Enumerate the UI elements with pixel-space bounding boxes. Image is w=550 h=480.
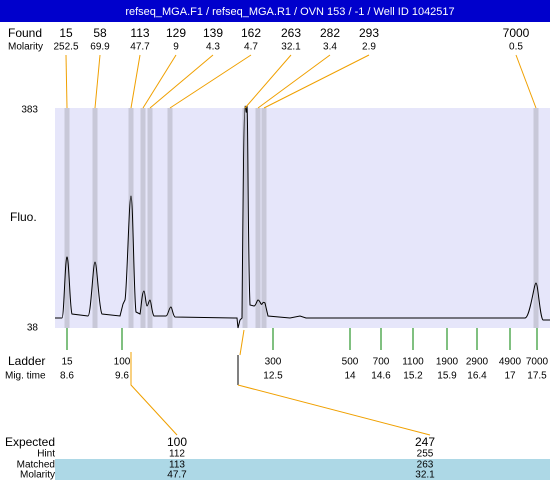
y-axis-label: Fluo. — [10, 210, 37, 224]
y-top-label: 383 — [21, 105, 38, 116]
found-molarity: 4.3 — [206, 42, 220, 53]
peak-band — [242, 108, 248, 328]
found-molarity: 32.1 — [281, 42, 301, 53]
peak-link — [257, 54, 331, 109]
title: refseq_MGA.F1 / refseq_MGA.R1 / OVN 153 … — [125, 6, 454, 18]
found-size: 129 — [166, 26, 186, 40]
peak-band — [92, 108, 98, 328]
found-molarity: 9 — [173, 42, 179, 53]
hint-label: Hint — [37, 449, 55, 460]
mig-time: 12.5 — [263, 371, 283, 382]
y-bottom-label: 38 — [27, 323, 39, 334]
mig-time: 14 — [344, 371, 356, 382]
found-size: 139 — [203, 26, 223, 40]
ladder-size: 100 — [114, 357, 131, 368]
peak-band — [147, 108, 153, 328]
mig-time: 17 — [504, 371, 516, 382]
peak-link — [169, 54, 252, 109]
mig-time: 15.9 — [437, 371, 457, 382]
match-line — [130, 352, 178, 436]
hint: 112 — [169, 449, 185, 460]
found-size: 162 — [241, 26, 261, 40]
mig-time: 16.4 — [467, 371, 487, 382]
ladder-size: 700 — [373, 357, 390, 368]
found-size: 293 — [359, 26, 379, 40]
molarity-label: Molarity — [20, 470, 55, 480]
peak-band — [64, 108, 70, 328]
peak-link — [244, 54, 292, 109]
peak-band — [261, 108, 267, 328]
found-molarity: 252.5 — [53, 42, 78, 53]
ladder-size: 4900 — [499, 357, 522, 368]
expected-label: Expected — [5, 435, 55, 449]
found-molarity: 2.9 — [362, 42, 376, 53]
hint: 255 — [417, 449, 434, 460]
match-line — [239, 329, 245, 356]
expected-molarity: 32.1 — [415, 470, 435, 480]
peak-link — [149, 54, 214, 109]
peak-link — [94, 54, 101, 109]
found-size: 282 — [320, 26, 340, 40]
peak-link — [130, 54, 141, 109]
peak-band — [167, 108, 173, 328]
mig-time: 8.6 — [60, 371, 74, 382]
peak-link — [142, 54, 177, 109]
mig-time: 15.2 — [403, 371, 423, 382]
trace — [55, 105, 550, 329]
found-size: 7000 — [503, 26, 530, 40]
mig-time-label: Mig. time — [5, 371, 46, 382]
found-size: 263 — [281, 26, 301, 40]
expected-molarity: 47.7 — [167, 470, 187, 480]
ladder-size: 1100 — [402, 357, 424, 368]
plot-area — [55, 108, 550, 328]
matched: 113 — [169, 460, 185, 471]
expected-size: 100 — [167, 435, 187, 449]
ladder-size: 300 — [265, 357, 282, 368]
found-molarity: 0.5 — [509, 42, 523, 53]
mig-time: 17.5 — [527, 371, 547, 382]
found-size: 15 — [59, 26, 73, 40]
mig-time: 14.6 — [371, 371, 391, 382]
ladder-size: 2900 — [466, 357, 489, 368]
peak-band — [128, 108, 134, 328]
peak-band — [140, 108, 146, 328]
peak-link — [263, 54, 370, 109]
peak-link — [65, 54, 68, 109]
matched: 263 — [417, 460, 434, 471]
ladder-size: 500 — [342, 357, 359, 368]
matched-row-bg — [55, 459, 550, 480]
match-line — [237, 384, 431, 436]
title-bar — [0, 0, 550, 22]
found-label: Found — [8, 26, 42, 40]
ladder-label: Ladder — [8, 354, 45, 368]
ladder-size: 7000 — [526, 357, 549, 368]
peak-link — [515, 54, 537, 109]
molarity-label: Molarity — [8, 42, 43, 53]
found-molarity: 4.7 — [244, 42, 258, 53]
found-molarity: 3.4 — [323, 42, 337, 53]
found-size: 58 — [93, 26, 107, 40]
ladder-size: 1900 — [436, 357, 459, 368]
matched-label: Matched — [17, 460, 55, 471]
found-molarity: 47.7 — [130, 42, 150, 53]
peak-band — [255, 108, 261, 328]
ladder-size: 15 — [61, 357, 73, 368]
found-size: 113 — [130, 26, 149, 40]
found-molarity: 69.9 — [90, 42, 110, 53]
expected-size: 247 — [415, 435, 435, 449]
peak-band — [533, 108, 539, 328]
mig-time: 9.6 — [115, 371, 129, 382]
